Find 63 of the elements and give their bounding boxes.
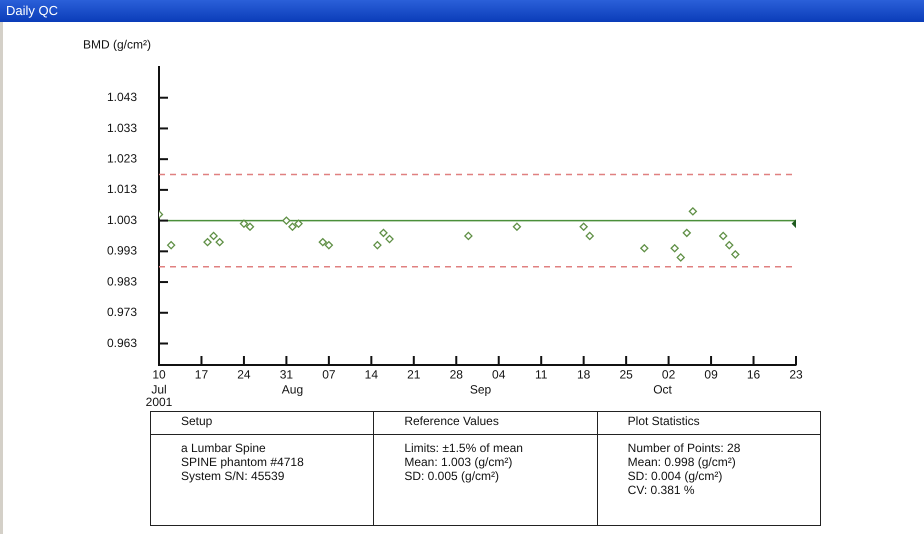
- point: [719, 232, 728, 240]
- x-tick-label: 23: [789, 368, 803, 382]
- point: [282, 216, 291, 225]
- point: [385, 234, 394, 244]
- y-axis-title: BMD (g/cm²): [83, 37, 151, 52]
- x-tick-label: 11: [534, 368, 548, 382]
- point: [670, 244, 679, 252]
- x2-tick-label: Aug: [282, 382, 304, 397]
- point: [240, 220, 248, 228]
- point: [373, 241, 382, 250]
- point: [216, 238, 224, 246]
- point: [318, 238, 327, 246]
- y-tick-label: 1.043: [106, 90, 138, 104]
- point: [725, 241, 734, 250]
- x-tick-label: 21: [407, 368, 421, 382]
- x-tick-label: 04: [492, 368, 506, 382]
- x-tick-label: 31: [280, 368, 294, 382]
- x-tick-label: 09: [704, 368, 718, 382]
- point: [682, 228, 691, 238]
- y-tick-label: 1.003: [106, 212, 138, 227]
- point: [324, 241, 334, 250]
- point: [731, 250, 740, 259]
- text: a Lumbar Spine SPINE phantom #4718 System S/N: 45539: [150, 434, 374, 526]
- point: [288, 222, 297, 231]
- x-tick-label: 17: [194, 368, 208, 382]
- y-tick-label: 0.963: [106, 336, 138, 350]
- y-tick-label: 0.973: [106, 305, 138, 320]
- point: [512, 222, 522, 231]
- x2-tick-label: Jul 2001: [146, 382, 173, 410]
- text: Plot Statistics: [597, 412, 820, 434]
- y-tick-label: 0.983: [106, 274, 138, 288]
- x-tick-label: 16: [746, 368, 761, 382]
- point: [580, 222, 588, 231]
- x-tick-label: 02: [662, 368, 676, 382]
- x-tick-label: 18: [576, 368, 591, 382]
- x-tick-label: 25: [619, 368, 634, 382]
- point: [640, 244, 648, 252]
- point: [166, 241, 176, 250]
- point: [676, 253, 685, 262]
- point: [203, 238, 212, 246]
- text: Limits: ±1.5% of mean Mean: 1.003 (g/cm²) SD: 0.005 (g/cm²): [374, 434, 598, 526]
- x2-tick-label: Oct: [653, 382, 673, 397]
- text: Setup: [150, 412, 374, 434]
- point: [586, 232, 594, 240]
- x-tick-label: 24: [237, 368, 251, 382]
- text: Number of Points: 28 Mean: 0.998 (g/cm²) SD: 0.004 (g/cm²) CV: 0.381 %: [597, 434, 820, 526]
- point: [379, 228, 388, 238]
- x2-tick-label: Sep: [470, 382, 492, 397]
- text: Reference Values: [374, 412, 598, 434]
- point: [294, 220, 303, 228]
- x-tick-label: 07: [322, 368, 336, 382]
- y-tick-label: 1.023: [106, 151, 138, 166]
- y-tick-label: 0.993: [106, 244, 138, 258]
- x-tick-label: 10: [152, 368, 166, 382]
- point: [246, 222, 254, 231]
- point: [209, 232, 218, 240]
- y-tick-label: 1.013: [106, 182, 138, 196]
- x-tick-label: 28: [450, 368, 464, 382]
- text: Daily QC: [5, 3, 58, 18]
- x-tick-label: 14: [364, 368, 378, 382]
- point: [464, 232, 473, 240]
- y-tick-label: 1.033: [106, 120, 138, 135]
- point: [688, 207, 698, 216]
